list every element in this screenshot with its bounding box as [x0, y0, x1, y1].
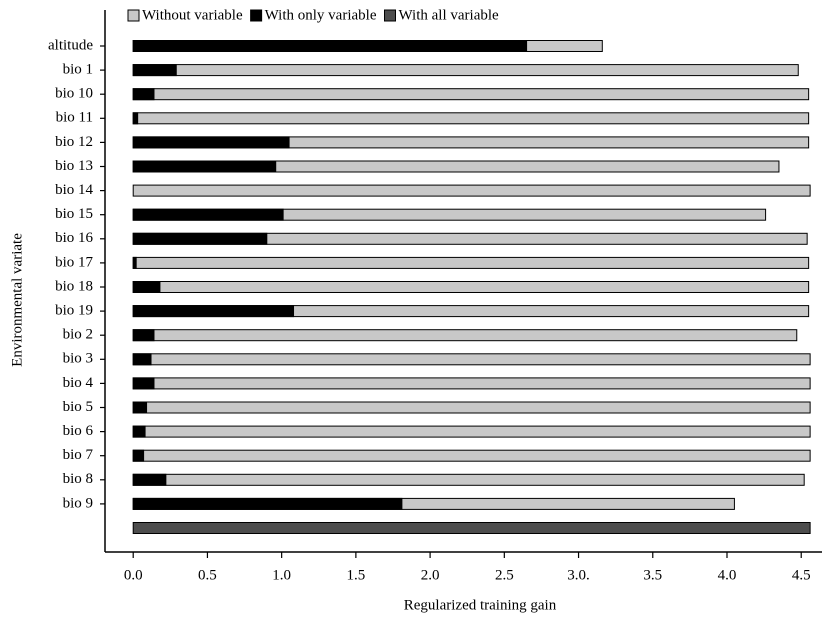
bar — [132, 401, 148, 414]
y-tick-label: bio 3 — [63, 351, 93, 367]
x-tick-label: 1.5 — [347, 567, 366, 583]
bar — [132, 353, 152, 366]
bar — [132, 112, 810, 125]
y-axis-label: Environmental variate — [9, 233, 25, 367]
bar — [132, 136, 290, 149]
bar — [132, 208, 284, 221]
y-tick-label: bio 17 — [55, 254, 93, 270]
bar — [132, 40, 528, 52]
bar — [132, 425, 146, 438]
y-tick-label: bio 11 — [56, 110, 93, 126]
bar — [132, 329, 155, 342]
x-tick-label: 0.0 — [124, 567, 143, 583]
bar — [132, 425, 811, 438]
bar — [132, 449, 145, 462]
legend-label: Without variable — [142, 7, 243, 23]
bar — [132, 401, 811, 414]
x-tick-label: 1.0 — [272, 567, 291, 583]
y-tick-label: bio 2 — [63, 327, 93, 343]
y-tick-label: bio 6 — [63, 423, 94, 439]
legend-label: With all variable — [399, 7, 500, 23]
legend-swatch — [250, 9, 263, 22]
bar — [132, 64, 799, 77]
x-tick-label: 2.5 — [495, 567, 514, 583]
bar — [132, 281, 161, 293]
x-tick-label: 2.0 — [421, 567, 440, 583]
y-tick-label: bio 16 — [55, 230, 93, 246]
legend-label: With only variable — [265, 7, 377, 23]
bar — [132, 256, 810, 269]
bar — [132, 281, 810, 293]
bar — [132, 353, 811, 366]
y-tick-label: bio 15 — [55, 206, 93, 222]
y-tick-label: bio 13 — [55, 158, 93, 174]
bar — [132, 88, 810, 101]
x-tick-label: 4.0 — [718, 567, 737, 583]
x-tick-label: 0.5 — [198, 567, 217, 583]
y-tick-label: altitude — [48, 37, 93, 53]
x-tick-label: 4.5 — [792, 567, 811, 583]
y-tick-label: bio 9 — [63, 495, 93, 511]
bar — [132, 160, 277, 173]
bar — [132, 184, 811, 197]
y-tick-label: bio 5 — [63, 399, 93, 415]
bar — [132, 305, 295, 318]
bar — [132, 497, 403, 510]
bar — [132, 329, 798, 342]
y-tick-label: bio 18 — [55, 278, 93, 294]
bar — [132, 256, 137, 269]
y-tick-label: bio 1 — [63, 62, 93, 78]
y-tick-label: bio 12 — [55, 134, 93, 150]
y-tick-label: bio 14 — [55, 182, 93, 198]
bar — [132, 473, 805, 486]
bar — [132, 377, 811, 390]
bar — [132, 232, 268, 245]
bar — [132, 473, 167, 486]
bar — [132, 112, 139, 125]
bar — [132, 377, 155, 390]
x-axis-label: Regularized training gain — [404, 597, 557, 613]
x-tick-label: 3.0. — [567, 567, 590, 583]
bar — [132, 64, 177, 77]
x-tick-label: 3.5 — [643, 567, 662, 583]
y-tick-label: bio 10 — [55, 86, 93, 102]
y-tick-label: bio 19 — [55, 303, 93, 319]
y-tick-label: bio 7 — [63, 447, 94, 463]
y-tick-label: bio 4 — [63, 375, 94, 391]
y-tick-label: bio 8 — [63, 471, 93, 487]
bar — [132, 88, 155, 101]
legend-swatch — [127, 9, 140, 22]
bar — [132, 449, 811, 462]
legend-swatch — [384, 9, 396, 22]
bar — [132, 522, 811, 534]
